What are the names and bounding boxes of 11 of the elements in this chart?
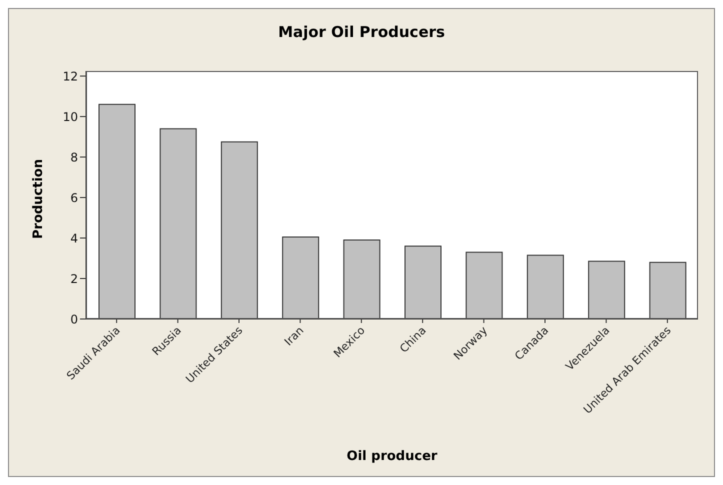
y-tick-label: 12 bbox=[62, 69, 78, 84]
x-axis-title: Oil producer bbox=[346, 449, 438, 464]
y-tick-label: 0 bbox=[70, 312, 78, 326]
y-axis-title: Production bbox=[31, 159, 46, 239]
y-tick-label: 2 bbox=[70, 272, 78, 286]
x-tick-label: Iran bbox=[282, 324, 306, 348]
y-tick-label: 4 bbox=[70, 231, 78, 246]
chart-title: Major Oil Producers bbox=[277, 23, 446, 41]
y-tick-label: 8 bbox=[70, 150, 78, 164]
y-tick-label: 10 bbox=[62, 110, 78, 124]
y-tick-label: 6 bbox=[70, 190, 78, 205]
